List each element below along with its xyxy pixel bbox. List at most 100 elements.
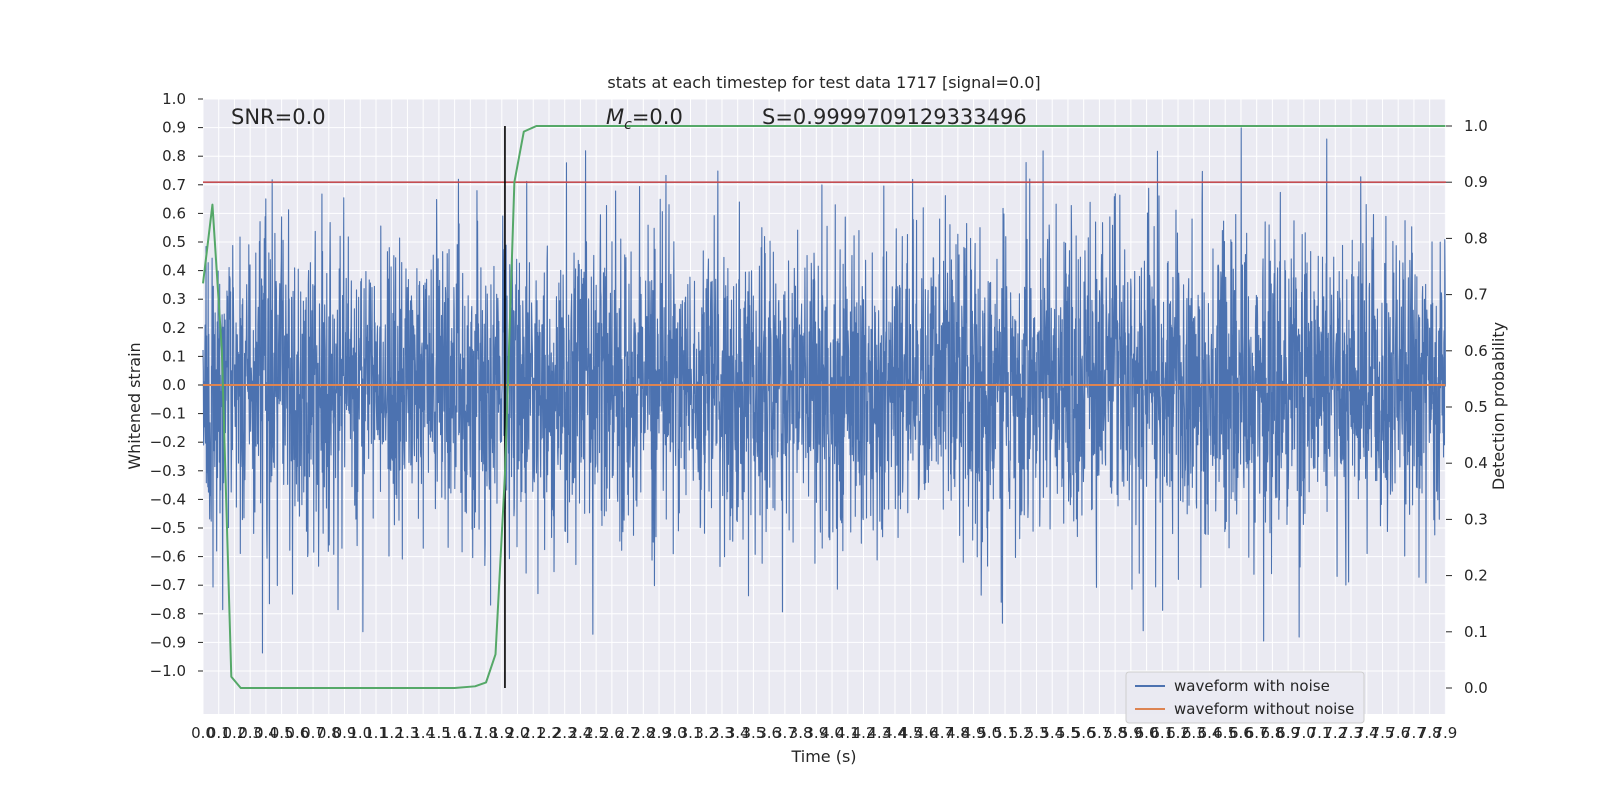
- y-tick-label: 0.2: [162, 319, 186, 337]
- x-tick-label: 5.9: [1119, 724, 1143, 742]
- x-tick-label: 0.5: [270, 724, 294, 742]
- x-tick-label: 1.2: [380, 724, 404, 742]
- y2-tick-label: 0.7: [1464, 286, 1488, 304]
- x-tick-label: 6.7: [1245, 724, 1269, 742]
- x-tick-label: 7.8: [1418, 724, 1442, 742]
- y2-tick-label: 0.2: [1464, 567, 1488, 585]
- x-tick-label: 3.6: [757, 724, 781, 742]
- x-tick-label: 3.5: [741, 724, 765, 742]
- y-tick-label: −0.4: [150, 490, 186, 508]
- x-tick-label: 7.2: [1323, 724, 1347, 742]
- x-axis-label: Time (s): [790, 747, 856, 766]
- series-lines: [202, 125, 1446, 689]
- y-tick-label: −0.3: [150, 462, 186, 480]
- y2-tick-label: 0.0: [1464, 679, 1488, 697]
- y-tick-label: −0.5: [150, 519, 186, 537]
- chirp-mass-subscript: c: [624, 117, 632, 133]
- x-tick-label: 3.4: [726, 724, 750, 742]
- x-tick-label: 1.6: [443, 724, 467, 742]
- x-tick-label: 0.3: [238, 724, 262, 742]
- y-tick-label: −0.7: [150, 576, 186, 594]
- x-tick-label: 2.8: [631, 724, 655, 742]
- y-tick-label: −0.2: [150, 433, 186, 451]
- x-tick-label: 2.1: [521, 724, 545, 742]
- x-tick-label: 6.9: [1276, 724, 1300, 742]
- y2-tick-label: 1.0: [1464, 117, 1488, 135]
- y2-tick-label: 0.3: [1464, 510, 1488, 528]
- y-axis-label: Whitened strain: [125, 342, 144, 469]
- x-tick-label: 2.2: [537, 724, 561, 742]
- chirp-mass-symbol: M: [606, 105, 624, 129]
- y-tick-label: 1.0: [162, 90, 186, 108]
- snr-annotation: SNR=0.0: [231, 105, 326, 129]
- x-tick-label: 7.6: [1386, 724, 1410, 742]
- x-tick-label: 4.9: [962, 724, 986, 742]
- y-tick-label: 0.0: [162, 376, 186, 394]
- y-tick-label: −0.8: [150, 605, 186, 623]
- y2-tick-label: 0.9: [1464, 173, 1488, 191]
- chart-title: stats at each timestep for test data 171…: [607, 73, 1040, 92]
- score-annotation: S=0.9999709129333496: [762, 105, 1027, 129]
- x-tick-label: 6.4: [1198, 724, 1222, 742]
- x-tick-label: 7.5: [1371, 724, 1395, 742]
- x-tick-label: 3.2: [694, 724, 718, 742]
- x-tick-label: 1.5: [427, 724, 451, 742]
- y-tick-label: −0.1: [150, 405, 186, 423]
- x-tick-label: 3.3: [710, 724, 734, 742]
- x-tick-label: 1.9: [490, 724, 514, 742]
- x-tick-label: 2.6: [600, 724, 624, 742]
- x-tick-label: 6.0: [1135, 724, 1159, 742]
- y-tick-label: 0.8: [162, 147, 186, 165]
- x-tick-label: 2.3: [553, 724, 577, 742]
- chirp-mass-value: =0.0: [632, 105, 683, 129]
- legend-box: [1125, 671, 1365, 724]
- y-tick-label: −1.0: [150, 662, 186, 680]
- x-tick-label: 0.4: [254, 724, 278, 742]
- y-tick-label: 0.5: [162, 233, 186, 251]
- x-tick-label: 4.5: [899, 724, 923, 742]
- y-tick-label: −0.6: [150, 548, 186, 566]
- x-tick-label: 3.9: [804, 724, 828, 742]
- x-tick-label: 5.5: [1056, 724, 1080, 742]
- x-tick-label: 4.0: [820, 724, 844, 742]
- x-tick-label: 4.3: [867, 724, 891, 742]
- y-tick-label: 0.6: [162, 204, 186, 222]
- x-tick-label: 0.8: [317, 724, 341, 742]
- x-tick-label: 3.0: [663, 724, 687, 742]
- x-tick-label: 6.5: [1213, 724, 1237, 742]
- x-tick-label: 4.1: [836, 724, 860, 742]
- x-tick-label: 0.2: [223, 724, 247, 742]
- x-tick-label: 1.1: [364, 724, 388, 742]
- y-tick-label: −0.9: [150, 633, 186, 651]
- x-tick-label: 3.1: [679, 724, 703, 742]
- x-tick-label: 0.1: [207, 724, 231, 742]
- y-tick-label: 0.1: [162, 347, 186, 365]
- x-tick-label: 5.4: [1040, 724, 1064, 742]
- x-tick-label: 5.2: [1009, 724, 1033, 742]
- x-tick-label: 2.4: [569, 724, 593, 742]
- x-tick-label: 7.3: [1339, 724, 1363, 742]
- x-tick-label: 5.8: [1103, 724, 1127, 742]
- x-tick-label: 3.8: [789, 724, 813, 742]
- x-tick-label: 7.0: [1292, 724, 1316, 742]
- x-tick-label: 6.8: [1260, 724, 1284, 742]
- x-tick-label: 4.7: [930, 724, 954, 742]
- x-tick-label: 4.6: [914, 724, 938, 742]
- x-tick-label: 5.7: [1087, 724, 1111, 742]
- x-tick-label: 5.6: [1072, 724, 1096, 742]
- x-tick-label: 7.9: [1433, 724, 1457, 742]
- x-tick-label: 0.6: [285, 724, 309, 742]
- y2-tick-label: 0.5: [1464, 398, 1488, 416]
- x-tick-label: 5.0: [977, 724, 1001, 742]
- legend: waveform with noise waveform without noi…: [1125, 671, 1365, 724]
- x-tick-label: 2.0: [506, 724, 530, 742]
- x-tick-label: 1.7: [458, 724, 482, 742]
- y-ticks: 1.0 0.9 0.8 0.7 0.6 0.5 0.4 0.3 0.2 0.1 0.0 −0.1 −0.…: [150, 90, 203, 680]
- y-tick-label: 0.7: [162, 176, 186, 194]
- x-tick-label: 2.9: [647, 724, 671, 742]
- x-tick-label: 6.3: [1182, 724, 1206, 742]
- y-tick-label: 0.9: [162, 119, 186, 137]
- y-tick-label: 0.3: [162, 290, 186, 308]
- x-tick-label: 6.2: [1166, 724, 1190, 742]
